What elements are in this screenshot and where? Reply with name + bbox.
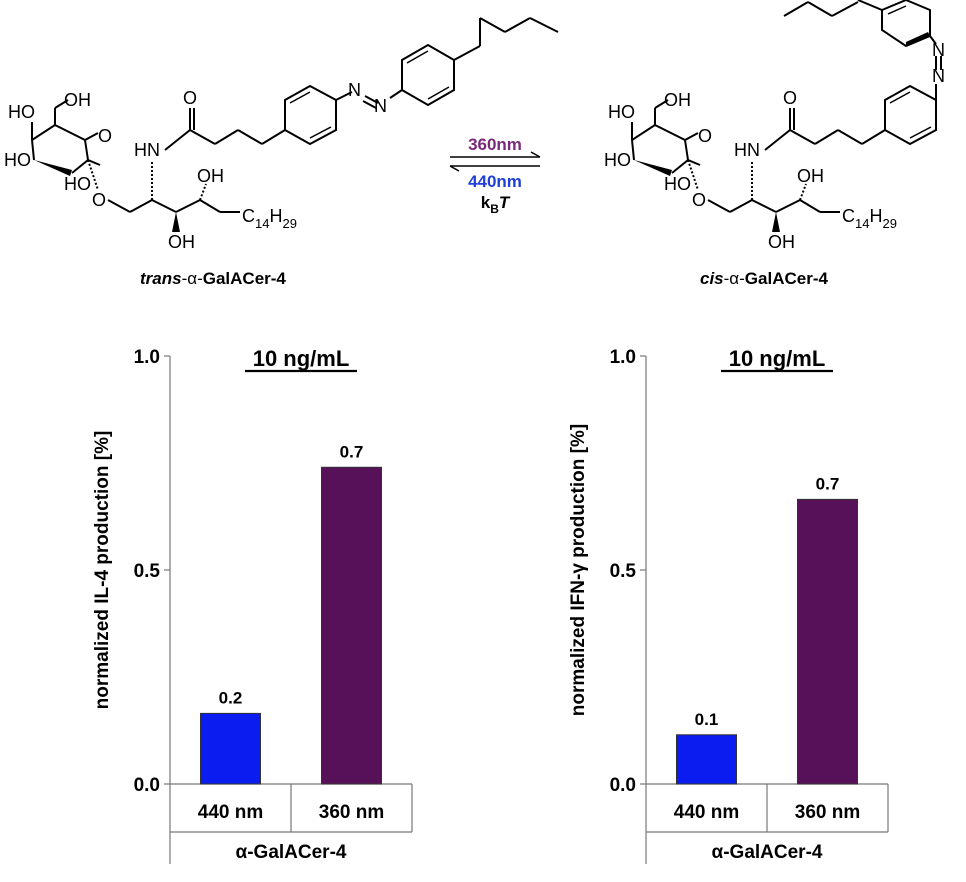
bar-360-nm [797,498,858,785]
bar-440-nm [676,734,737,785]
cis-azo-n1-label: N [932,66,945,86]
cis-glyco-o-label: O [692,190,706,210]
y-tick-label: 0.0 [610,775,636,796]
bar-440-nm [200,712,261,785]
cis-compound-name: cis-α-GalACer-4 [700,269,828,288]
y-tick-label: 0.5 [610,561,637,582]
trans-azo-n2-label: N [374,96,387,116]
bar-data-label: 0.1 [695,710,719,729]
x-category-label: 440 nm [198,802,263,823]
y-tick-label: 0.0 [134,775,160,796]
bar-data-label: 0.2 [219,688,243,707]
bar-data-label: 0.7 [340,442,364,461]
x-category-label: 360 nm [795,802,860,823]
ifn-gamma-bar-chart: 0.0 0.5 1.0 normalized IFN-γ production [%]… [568,346,889,864]
y-tick-label: 1.0 [134,347,160,368]
trans-chain-label: C14H29 [242,206,297,231]
cis-oh-label-3: OH [768,232,795,252]
x-axis-label: α-GalACer-4 [236,842,347,863]
cis-ho-label: HO [608,102,635,122]
trans-molecule: HO OH O HO HO O HN O OH OH N N C14H29 tr… [4,17,559,288]
equilibrium-arrows: 360nm 440nm kBT [449,135,541,216]
trans-ho-label-2: HO [4,150,31,170]
cis-azo-n2-label: N [932,40,945,60]
reverse-light-label: 440nm [468,172,522,191]
y-axis-label: normalized IFN-γ production [%] [568,424,589,716]
trans-hn-label: HN [134,140,160,160]
thermal-label: kBT [481,193,511,216]
chart-title: 10 ng/mL [253,346,350,371]
trans-ho-label-3: HO [64,174,91,194]
trans-azo-n1-label: N [348,80,361,100]
forward-light-label: 360nm [468,135,522,154]
trans-carbonyl-o-label: O [183,88,197,108]
x-category-label: 440 nm [674,802,739,823]
cis-ho-label-3: HO [664,174,691,194]
il4-bar-chart: 0.0 0.5 1.0 normalized IL-4 production [%] 1… [92,346,413,864]
trans-compound-name: trans-α-GalACer-4 [140,269,286,288]
cis-oh-label-2: OH [797,166,824,186]
bar-360-nm [321,466,382,785]
cis-molecule: HO OH O HO HO O HN O OH OH N N C14H29 ci… [604,0,945,288]
trans-ring-o-label: O [98,126,112,146]
y-axis-label: normalized IL-4 production [%] [92,431,113,710]
trans-oh-label: OH [64,90,91,110]
y-tick-label: 1.0 [610,347,636,368]
x-category-label: 360 nm [319,802,384,823]
reaction-scheme: HO OH O HO HO O HN O OH OH N N C14H29 tr… [4,0,945,288]
trans-ho-label: HO [8,102,35,122]
cis-oh-label: OH [664,90,691,110]
trans-oh-label-2: OH [197,166,224,186]
cis-ho-label-2: HO [604,150,631,170]
y-tick-label: 0.5 [134,561,161,582]
bar-data-label: 0.7 [816,474,840,493]
trans-glyco-o-label: O [92,190,106,210]
chart-title: 10 ng/mL [729,346,826,371]
cis-hn-label: HN [734,140,760,160]
cis-carbonyl-o-label: O [783,88,797,108]
cis-ring-o-label: O [698,126,712,146]
x-axis-label: α-GalACer-4 [712,842,823,863]
cis-chain-label: C14H29 [842,206,897,231]
trans-oh-label-3: OH [168,232,195,252]
